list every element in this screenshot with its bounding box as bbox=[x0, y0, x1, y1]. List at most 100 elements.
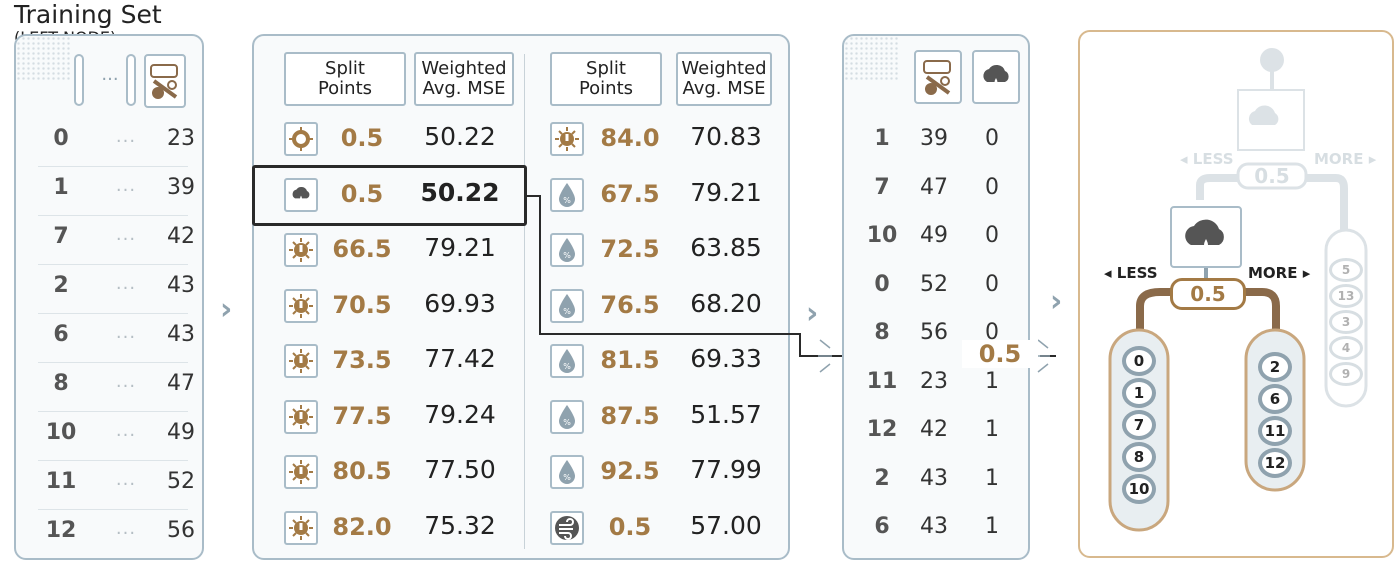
row-flag: 0 bbox=[985, 223, 999, 248]
table-row: 8... 47 bbox=[16, 371, 204, 411]
thermometer-sun-icon bbox=[284, 344, 318, 378]
ghost-leaf-item: 4 bbox=[1329, 336, 1363, 360]
leaf-sample-id: 0 bbox=[1122, 346, 1156, 376]
split-point-value: 66.5 bbox=[332, 235, 392, 263]
row-index: 10 bbox=[866, 223, 898, 248]
row-value: 23 bbox=[920, 368, 948, 394]
selected-split-row[interactable] bbox=[252, 165, 527, 226]
row-value: 47 bbox=[920, 174, 948, 200]
row-index: 8 bbox=[874, 320, 890, 345]
weighted-mse-header: Weighted Avg. MSE bbox=[414, 52, 514, 106]
table-row: 1... 39 bbox=[16, 175, 204, 215]
row-value: 47 bbox=[167, 371, 195, 396]
table-row[interactable]: 0.5 57.00 bbox=[254, 510, 792, 559]
table-row: 10... 49 bbox=[16, 420, 204, 460]
row-index: 11 bbox=[866, 368, 898, 394]
table-row[interactable]: % 87.5 51.57 bbox=[254, 399, 792, 448]
cloud-rain-icon bbox=[1170, 206, 1242, 268]
row-index: 12 bbox=[45, 518, 77, 543]
table-row[interactable]: 80.5 77.50 bbox=[254, 455, 792, 503]
row-divider bbox=[38, 460, 188, 461]
row-index: 12 bbox=[866, 417, 898, 442]
svg-text:%: % bbox=[563, 307, 571, 316]
humidity-drop-icon: % bbox=[550, 288, 584, 323]
row-index: 6 bbox=[874, 514, 890, 539]
ellipsis-label: ... bbox=[101, 64, 119, 85]
table-row[interactable]: % 76.5 68.20 bbox=[254, 288, 792, 337]
split-point-value: 87.5 bbox=[600, 401, 660, 430]
table-row[interactable]: % 92.5 77.99 bbox=[254, 455, 792, 503]
row-divider bbox=[38, 313, 188, 314]
split-point-value: 80.5 bbox=[332, 457, 392, 485]
cloud-rain-icon bbox=[284, 177, 318, 212]
row-value: 56 bbox=[167, 518, 195, 543]
table-row: 7 47 0 bbox=[844, 175, 1032, 215]
split-point-value: 67.5 bbox=[600, 179, 660, 208]
row-value: 43 bbox=[167, 322, 195, 347]
row-index: 1 bbox=[874, 126, 890, 151]
table-row: 11 23 1 bbox=[844, 369, 1032, 409]
dot-pattern bbox=[844, 36, 900, 80]
split-threshold-label: 0.5 bbox=[962, 340, 1038, 368]
table-row: 1 39 0 bbox=[844, 126, 1032, 166]
table-row[interactable]: 82.0 75.32 bbox=[254, 510, 792, 559]
ellipsis-dots: ... bbox=[115, 518, 137, 539]
split-point-value: 82.0 bbox=[332, 512, 392, 541]
table-row[interactable]: 77.5 79.24 bbox=[254, 399, 792, 448]
split-point-value: 81.5 bbox=[600, 346, 660, 374]
wind-icon bbox=[550, 510, 584, 545]
split-point-value: 0.5 bbox=[340, 124, 384, 152]
row-divider bbox=[38, 509, 188, 510]
leaf-sample-id: 1 bbox=[1122, 378, 1156, 408]
table-row[interactable]: 73.5 77.42 bbox=[254, 344, 792, 392]
ellipsis-dots: ... bbox=[115, 371, 137, 392]
table-row: 10 49 0 bbox=[844, 223, 1032, 263]
table-row[interactable]: 66.5 79.21 bbox=[254, 233, 792, 281]
row-value: 52 bbox=[167, 469, 195, 494]
arrow-right-icon: › bbox=[806, 296, 819, 331]
split-points-header: Split Points bbox=[550, 52, 662, 106]
table-row[interactable]: 0.5 50.22 bbox=[254, 122, 792, 170]
column-divider bbox=[524, 54, 525, 549]
thermometer-sun-icon bbox=[284, 233, 318, 267]
table-row[interactable]: % 67.5 79.21 bbox=[254, 177, 792, 226]
row-value: 49 bbox=[920, 223, 948, 248]
ellipsis-dots: ... bbox=[115, 126, 137, 147]
humidity-drop-icon: % bbox=[550, 344, 584, 378]
split-point-value: 72.5 bbox=[600, 235, 660, 263]
more-label: MORE ▸ bbox=[1248, 264, 1311, 282]
thermometer-sun-icon bbox=[284, 288, 318, 323]
weighted-mse-value: 69.93 bbox=[424, 288, 496, 318]
table-row[interactable]: 0.5 50.22 bbox=[254, 177, 792, 226]
row-index: 10 bbox=[45, 420, 77, 445]
target-variable-icon bbox=[144, 54, 186, 108]
row-value: 23 bbox=[167, 126, 195, 151]
row-value: 42 bbox=[167, 224, 195, 249]
row-divider bbox=[38, 264, 188, 265]
arrow-right-icon: › bbox=[1050, 284, 1063, 319]
leaf-sample-id: 11 bbox=[1258, 416, 1292, 446]
table-row: 6 43 1 bbox=[844, 514, 1032, 554]
split-point-value: 0.5 bbox=[608, 512, 652, 541]
row-value: 49 bbox=[167, 420, 195, 445]
table-row: 0 52 0 bbox=[844, 272, 1032, 312]
row-flag: 0 bbox=[985, 126, 999, 151]
table-row[interactable]: % 81.5 69.33 bbox=[254, 344, 792, 392]
row-flag: 1 bbox=[985, 514, 999, 539]
table-row[interactable]: 84.0 70.83 bbox=[254, 122, 792, 170]
ghost-leaf-item: 9 bbox=[1329, 362, 1363, 386]
row-flag: 1 bbox=[985, 465, 999, 491]
table-row: 6... 43 bbox=[16, 322, 204, 362]
thermometer-sun-icon bbox=[550, 122, 584, 156]
table-row[interactable]: % 72.5 63.85 bbox=[254, 233, 792, 281]
weighted-mse-value: 70.83 bbox=[690, 122, 762, 151]
weighted-mse-value: 77.99 bbox=[690, 455, 762, 484]
table-row: 11... 52 bbox=[16, 469, 204, 509]
row-index: 6 bbox=[53, 322, 69, 347]
weighted-mse-value: 79.24 bbox=[424, 399, 496, 429]
row-value: 43 bbox=[920, 465, 948, 491]
table-row[interactable]: 70.5 69.93 bbox=[254, 288, 792, 337]
ellipsis-dots: ... bbox=[115, 224, 137, 245]
row-value: 52 bbox=[920, 271, 948, 297]
